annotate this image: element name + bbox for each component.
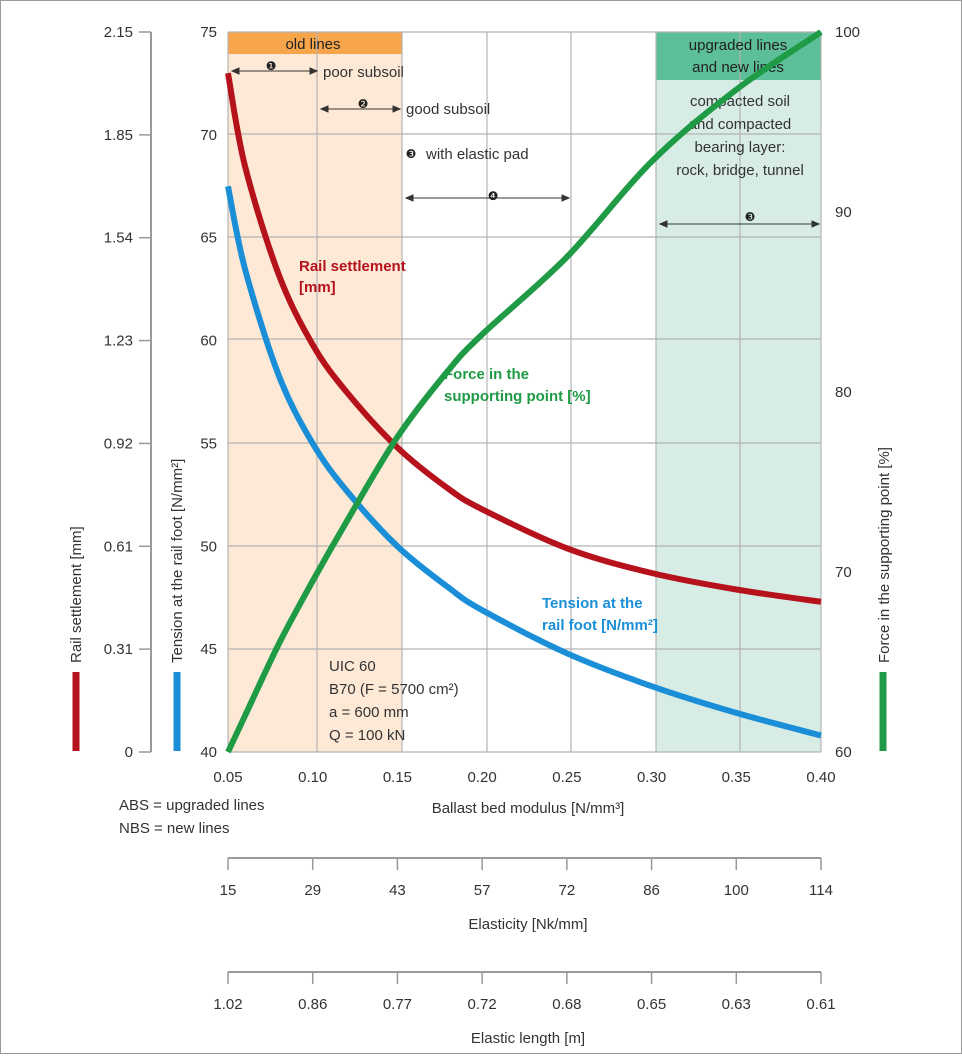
new-lines-header	[656, 32, 821, 80]
marker-3b: ❸	[745, 210, 756, 224]
settlement-tick-label: 1.54	[104, 230, 133, 247]
elastic-length-axis: 1.02 0.86 0.77 0.72 0.68 0.65 0.63 0.61 Elastic…	[213, 971, 836, 1047]
rail-settlement-label-1: Rail settlement	[299, 258, 406, 275]
force-tick-label: 90	[835, 204, 852, 221]
x-tick-label: 0.10	[298, 769, 327, 786]
force-tick-labels: 100 90 80 70 60	[835, 24, 860, 761]
series-line-0	[225, 72, 822, 605]
series-line-2	[225, 29, 823, 754]
x-tick-label: 0.35	[722, 769, 751, 786]
marker-4: ❹	[488, 189, 499, 203]
tension-tick-label: 65	[200, 230, 217, 247]
elastic-length-tick-label: 0.63	[722, 996, 751, 1013]
tension-tick-label: 55	[200, 435, 217, 452]
x-tick-label: 0.20	[468, 769, 497, 786]
rail-settlement-label-2: [mm]	[299, 279, 336, 296]
elasticity-tick-label: 43	[389, 882, 406, 899]
compacted-line-3: bearing layer:	[695, 139, 786, 156]
elastic-length-tick-label: 0.77	[383, 996, 412, 1013]
tension-tick-label: 75	[200, 24, 217, 41]
elastic-length-tick-label: 1.02	[213, 996, 242, 1013]
x-tick-label: 0.30	[637, 769, 666, 786]
elasticity-tick-label: 100	[724, 882, 749, 899]
settlement-tick-label: 2.15	[104, 24, 133, 41]
force-tick-label: 70	[835, 564, 852, 581]
settlement-tick-label: 0.61	[104, 538, 133, 555]
with-elastic-pad-label: with elastic pad	[425, 146, 529, 163]
annotation-arrows	[230, 67, 821, 228]
x-tick-labels: 0.05 0.10 0.15 0.20 0.25 0.30 0.35 0.40	[213, 769, 835, 786]
good-subsoil-label: good subsoil	[406, 101, 490, 118]
old-lines-header	[228, 32, 402, 54]
x-axis-title: Ballast bed modulus [N/mm³]	[432, 800, 625, 817]
new-lines-region	[656, 32, 821, 752]
abs-note: ABS = upgraded lines	[119, 797, 265, 814]
tension-tick-label: 40	[200, 744, 217, 761]
elasticity-tick-label: 57	[474, 882, 491, 899]
old-lines-label: old lines	[285, 36, 340, 53]
grid	[227, 31, 822, 753]
force-tick-label: 80	[835, 384, 852, 401]
elastic-length-ticks: 1.02 0.86 0.77 0.72 0.68 0.65 0.63 0.61	[213, 972, 836, 1013]
elastic-length-tick-label: 0.72	[468, 996, 497, 1013]
new-lines-label-1: upgraded lines	[689, 37, 787, 54]
tension-tick-label: 60	[200, 333, 217, 350]
marker-1: ❶	[266, 59, 277, 73]
elastic-length-tick-label: 0.65	[637, 996, 666, 1013]
marker-2: ❷	[358, 97, 369, 111]
settlement-tick-label: 0	[125, 744, 133, 761]
tension-tick-labels: 75 70 65 60 55 50 45 40	[200, 24, 217, 761]
elastic-length-tick-label: 0.68	[552, 996, 581, 1013]
x-tick-label: 0.25	[552, 769, 581, 786]
param-line-4: Q = 100 kN	[329, 727, 405, 744]
elasticity-tick-label: 86	[643, 882, 660, 899]
elasticity-axis: 15 29 43 57 72 86 100 114 Elasticity [Nk/mm]	[220, 857, 833, 933]
tension-label-2: rail foot [N/mm²]	[542, 617, 658, 634]
settlement-tick-label: 0.31	[104, 641, 133, 658]
elasticity-ticks: 15 29 43 57 72 86 100 114	[220, 858, 833, 899]
nbs-note: NBS = new lines	[119, 820, 229, 837]
force-label-1: Force in the	[444, 366, 529, 383]
settlement-tick-label: 0.92	[104, 435, 133, 452]
series-line-1	[225, 185, 822, 739]
settlement-tick-marks: 2.15 1.85 1.54 1.23 0.92 0.61 0.31 0	[104, 24, 151, 761]
series-layer	[225, 29, 823, 754]
elasticity-tick-label: 72	[559, 882, 576, 899]
compacted-line-1: compacted soil	[690, 93, 790, 110]
compacted-line-4: rock, bridge, tunnel	[676, 162, 804, 179]
param-line-2: B70 (F = 5700 cm²)	[329, 681, 459, 698]
tension-axis-title: Tension at the rail foot [N/mm²]	[169, 459, 186, 663]
tension-tick-label: 50	[200, 538, 217, 555]
tension-label-1: Tension at the	[542, 595, 643, 612]
old-lines-region	[228, 32, 402, 752]
compacted-line-2: and compacted	[689, 116, 792, 133]
elasticity-axis-title: Elasticity [Nk/mm]	[468, 916, 587, 933]
elasticity-tick-label: 114	[809, 882, 833, 899]
elasticity-tick-label: 29	[304, 882, 321, 899]
x-tick-label: 0.15	[383, 769, 412, 786]
force-tick-label: 100	[835, 24, 860, 41]
poor-subsoil-label: poor subsoil	[323, 64, 404, 81]
elastic-length-tick-label: 0.86	[298, 996, 327, 1013]
force-tick-label: 60	[835, 744, 852, 761]
settlement-tick-label: 1.85	[104, 127, 133, 144]
force-label-2: supporting point [%]	[444, 388, 591, 405]
tension-tick-label: 45	[200, 641, 217, 658]
elastic-length-axis-title: Elastic length [m]	[471, 1030, 585, 1047]
settlement-tick-label: 1.23	[104, 333, 133, 350]
force-axis-title: Force in the supporting point [%]	[876, 447, 893, 663]
param-line-1: UIC 60	[329, 658, 376, 675]
x-tick-label: 0.40	[806, 769, 835, 786]
settlement-axis-title: Rail settlement [mm]	[68, 526, 85, 663]
param-line-3: a = 600 mm	[329, 704, 409, 721]
marker-3: ❸	[406, 147, 417, 161]
elastic-length-tick-label: 0.61	[806, 996, 835, 1013]
elasticity-tick-label: 15	[220, 882, 237, 899]
tension-tick-label: 70	[200, 127, 217, 144]
x-tick-label: 0.05	[213, 769, 242, 786]
